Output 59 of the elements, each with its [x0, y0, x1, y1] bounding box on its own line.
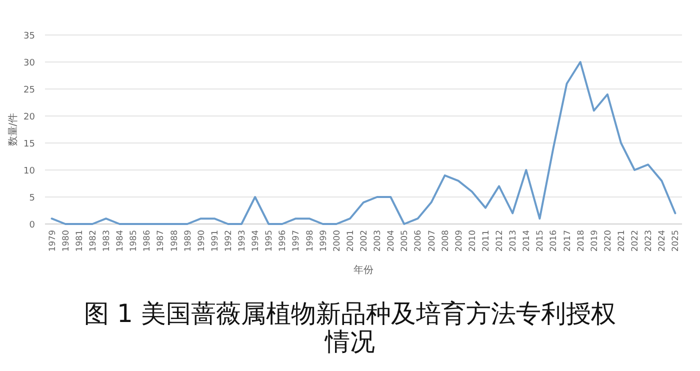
x-tick-label: 1992	[224, 230, 234, 252]
y-tick-label: 10	[24, 166, 36, 176]
x-tick-label: 2019	[590, 230, 600, 252]
x-tick-label: 2025	[671, 230, 682, 252]
x-tick-label: 2014	[522, 230, 532, 252]
y-tick-label: 35	[24, 32, 35, 42]
x-tick-label: 2017	[562, 230, 573, 252]
x-tick-label: 1984	[116, 230, 126, 252]
x-tick-label: 1983	[102, 230, 112, 252]
y-tick-label: 0	[29, 220, 36, 230]
x-tick-label: 2024	[658, 230, 668, 252]
y-tick-label: 20	[24, 112, 36, 122]
x-tick-label: 2018	[576, 230, 586, 252]
x-tick-label: 2020	[603, 230, 614, 252]
x-tick-label: 1995	[264, 230, 275, 252]
x-tick-label: 1986	[142, 230, 153, 252]
x-tick-label: 2013	[508, 230, 519, 252]
x-tick-label: 1981	[74, 230, 85, 252]
x-tick-label: 2021	[617, 230, 628, 252]
x-tick-label: 1998	[305, 230, 316, 252]
y-tick-label: 15	[24, 140, 35, 150]
x-tick-label: 1980	[61, 230, 72, 252]
x-tick-label: 2003	[373, 230, 384, 252]
x-tick-label: 2010	[468, 230, 478, 252]
x-tick-label: 1999	[318, 230, 329, 252]
x-tick-label: 1985	[129, 230, 140, 252]
x-tick-label: 1991	[210, 230, 220, 252]
x-tick-label: 1982	[88, 230, 98, 252]
x-tick-label: 2007	[427, 230, 438, 252]
x-tick-label: 1988	[170, 230, 180, 252]
x-tick-label: 2009	[454, 230, 464, 252]
x-tick-label: 2022	[630, 230, 641, 252]
x-tick-label: 2015	[536, 230, 546, 252]
x-tick-label: 2008	[440, 230, 451, 252]
x-tick-label: 2012	[495, 230, 506, 252]
y-axis-title: 数量/件	[8, 112, 19, 146]
x-tick-label: 1996	[278, 230, 288, 252]
x-tick-label: 2005	[400, 230, 410, 252]
x-axis-title: 年份	[354, 264, 374, 276]
x-tick-label: 2016	[549, 230, 560, 252]
x-tick-label: 1994	[251, 230, 262, 252]
x-tick-label: 2001	[346, 230, 356, 252]
x-tick-label: 1997	[292, 230, 302, 252]
x-tick-label: 1989	[183, 230, 194, 252]
x-tick-label: 1993	[238, 230, 248, 252]
x-tick-label: 2006	[414, 230, 424, 252]
x-tick-label: 2002	[360, 230, 370, 252]
y-tick-label: 30	[24, 58, 36, 68]
line-series	[50, 61, 676, 225]
text: 图 1 美国蔷薇属植物新品种及培育方法专利授权情况	[84, 299, 616, 356]
x-tick-label: 2011	[481, 230, 492, 252]
x-tick-label: 1979	[48, 230, 58, 252]
x-tick-label: 1987	[156, 230, 166, 252]
y-tick-label: 25	[24, 86, 35, 96]
x-tick-label: 2000	[332, 230, 342, 252]
y-tick-label: 5	[29, 194, 35, 204]
x-tick-label: 2023	[644, 230, 654, 252]
x-tick-label: 2004	[386, 230, 397, 252]
x-tick-label: 1990	[196, 230, 207, 252]
